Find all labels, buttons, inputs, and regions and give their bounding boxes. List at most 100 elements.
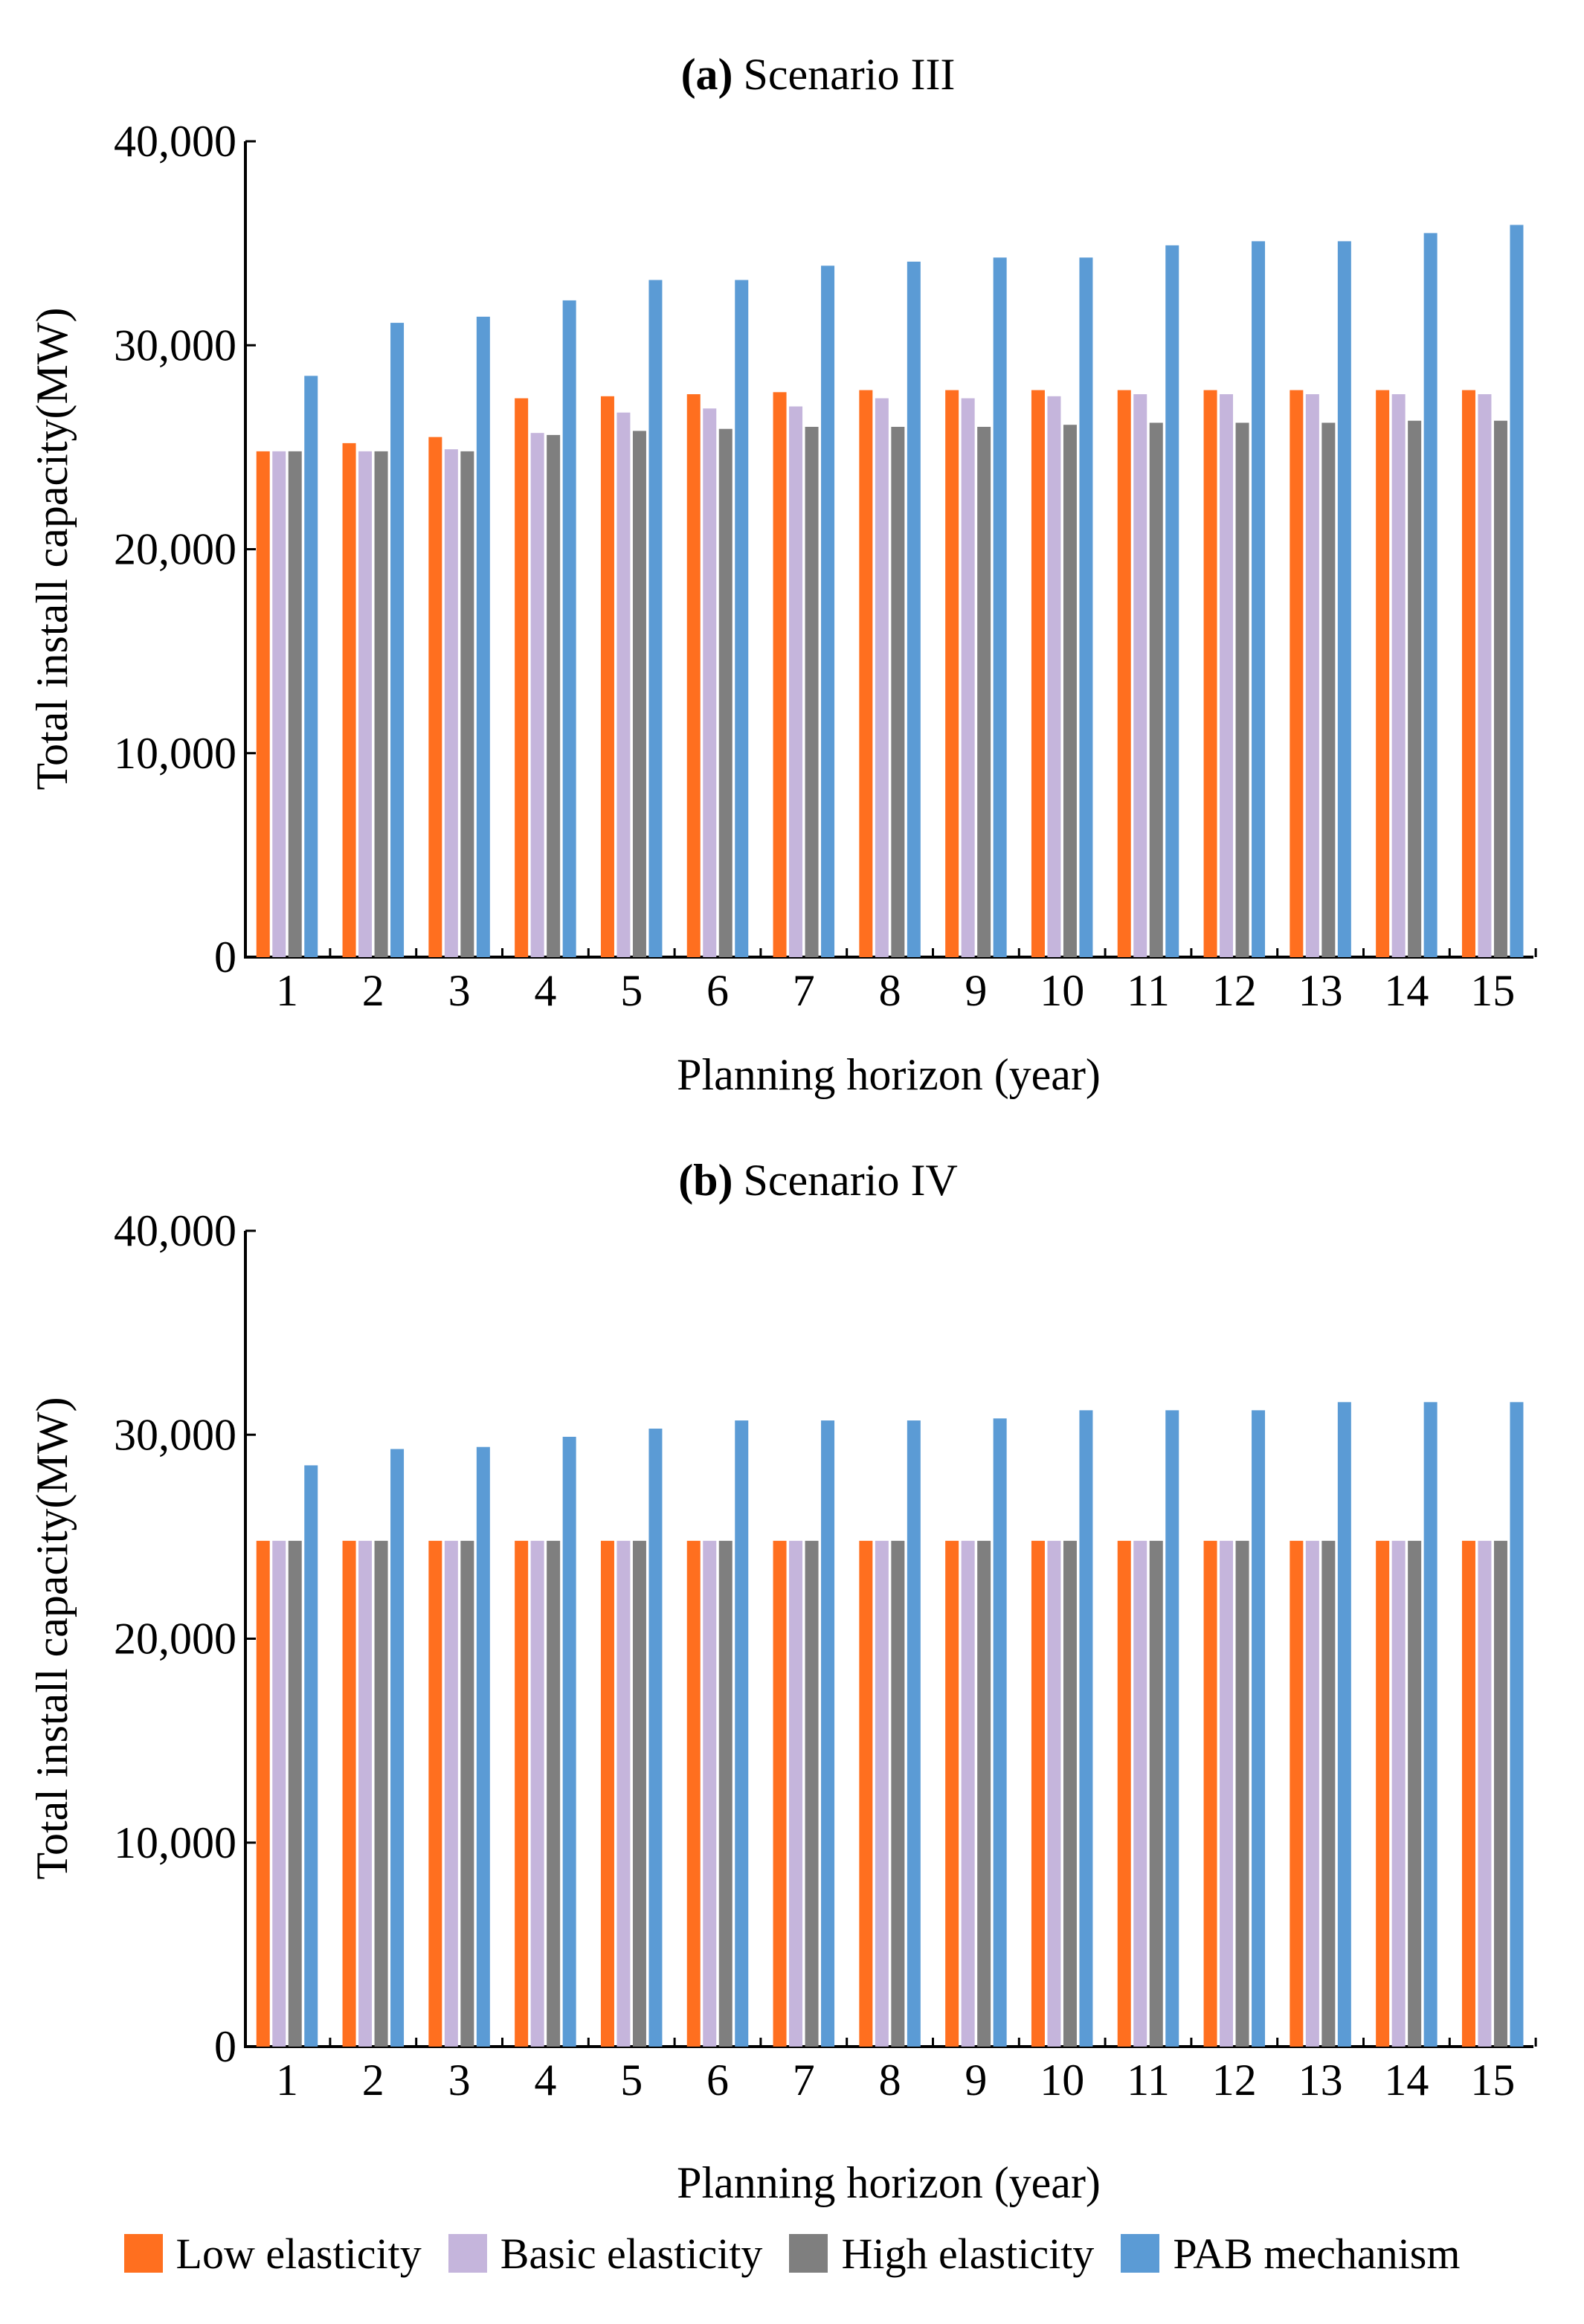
panel-b-bar-high-year-15 (1493, 1540, 1507, 2047)
panel-a: (a) Scenario III 0 10,000 20,000 30,000 40,00… (28, 50, 1537, 1099)
panel-b-bar-high-year-7 (805, 1540, 819, 2047)
panel-a-bar-pab-year-4 (562, 300, 576, 957)
panel-a-xtick-label: 1 (276, 966, 298, 1015)
panel-a-ytick-label: 0 (214, 933, 236, 982)
panel-a-bar-high-year-13 (1321, 422, 1336, 957)
panel-a-bar-basic-year-9 (961, 398, 975, 957)
panel-b-bar-low-year-12 (1203, 1540, 1217, 2047)
panel-a-bar-high-year-5 (632, 431, 646, 957)
panel-b-bar-pab-year-3 (476, 1446, 490, 2047)
panel-a-bar-high-year-10 (1063, 425, 1077, 957)
panel-a-bar-basic-year-8 (875, 398, 889, 957)
panel-a-bar-pab-year-3 (476, 316, 490, 958)
panel-a-bar-pab-year-13 (1337, 241, 1351, 957)
panel-b-xtick-label: 11 (1127, 2056, 1170, 2105)
panel-b: (b) Scenario IV 0 10,000 20,000 30,000 40,000… (28, 1156, 1537, 2207)
panel-a-bar-low-year-14 (1376, 390, 1390, 957)
panel-a-bar-pab-year-7 (821, 265, 835, 958)
panel-a-bar-basic-year-6 (703, 408, 717, 957)
panel-b-bar-high-year-9 (977, 1540, 991, 2047)
panel-a-bar-high-year-8 (891, 426, 905, 957)
panel-b-xtick-label: 3 (448, 2056, 471, 2105)
panel-a-bar-basic-year-1 (272, 451, 286, 957)
panel-b-xtick-label: 1 (276, 2056, 298, 2105)
panel-b-bar-high-year-5 (632, 1540, 646, 2047)
panel-b-xtick-label: 12 (1212, 2056, 1257, 2105)
panel-a-bar-pab-year-10 (1079, 257, 1093, 957)
panel-a-xtick-label: 7 (793, 966, 815, 1015)
panel-b-bar-high-year-13 (1321, 1540, 1336, 2047)
panel-b-ytick-label: 30,000 (114, 1410, 236, 1459)
panel-a-bar-basic-year-7 (789, 406, 803, 957)
panel-a-bar-basic-year-4 (530, 433, 544, 957)
panel-b-bar-basic-year-2 (358, 1540, 373, 2047)
panel-a-letter: (a) (681, 50, 733, 99)
panel-b-bar-high-year-4 (547, 1540, 561, 2047)
panel-b-bar-high-year-10 (1063, 1540, 1077, 2047)
panel-b-bar-pab-year-14 (1423, 1402, 1437, 2047)
panel-b-bar-basic-year-1 (272, 1540, 286, 2047)
panel-a-bar-high-year-6 (718, 428, 733, 957)
panel-a-bar-low-year-4 (515, 398, 529, 957)
legend-label-pab: PAB mechanism (1173, 2229, 1461, 2278)
panel-a-bar-high-year-14 (1408, 420, 1422, 957)
panel-b-bar-pab-year-4 (562, 1436, 576, 2047)
panel-a-bar-pab-year-5 (648, 280, 663, 957)
panel-a-bar-pab-year-11 (1165, 245, 1179, 957)
panel-b-xtick-label: 5 (620, 2056, 643, 2105)
panel-a-y-label: Total install capacity(MW) (28, 308, 77, 791)
panel-a-xtick-label: 10 (1040, 966, 1084, 1015)
panel-b-bar-pab-year-2 (390, 1449, 405, 2047)
panel-a-bar-low-year-6 (686, 394, 701, 957)
panel-a-ytick-label: 10,000 (114, 729, 236, 778)
panel-b-bar-high-year-12 (1235, 1540, 1249, 2047)
panel-b-bar-basic-year-14 (1391, 1540, 1406, 2047)
panel-a-title: (a) Scenario III (681, 50, 956, 99)
legend-item-pab-mechanism: PAB mechanism (1121, 2229, 1460, 2279)
legend-label-high: High elasticity (841, 2229, 1095, 2278)
panel-a-bar-pab-year-6 (735, 280, 749, 957)
panel-a-bar-pab-year-1 (304, 376, 318, 957)
panel-b-bar-high-year-1 (288, 1540, 302, 2047)
panel-b-bar-basic-year-8 (875, 1540, 889, 2047)
panel-a-bar-basic-year-2 (358, 451, 373, 957)
panel-a-bar-low-year-15 (1461, 390, 1475, 957)
panel-b-ytick-label: 0 (214, 2022, 236, 2071)
panel-a-bar-basic-year-14 (1391, 394, 1406, 957)
panel-a-xtick-label: 9 (965, 966, 987, 1015)
panel-a-ytick-label: 20,000 (114, 525, 236, 574)
panel-a-bar-basic-year-10 (1047, 396, 1061, 957)
panel-a-bar-basic-year-12 (1220, 394, 1234, 957)
panel-b-bar-pab-year-7 (821, 1420, 835, 2047)
panel-b-bar-pab-year-5 (648, 1429, 663, 2047)
panel-b-bar-basic-year-7 (789, 1540, 803, 2047)
panel-b-bar-low-year-6 (686, 1540, 701, 2047)
legend-swatch-low (123, 2234, 163, 2273)
panel-a-xtick-label: 5 (620, 966, 643, 1015)
panel-a-bar-pab-year-8 (907, 261, 921, 957)
panel-b-bar-low-year-14 (1376, 1540, 1390, 2047)
panel-a-bar-low-year-2 (342, 442, 356, 957)
panel-b-xtick-label: 2 (362, 2056, 384, 2105)
panel-b-bar-high-year-14 (1408, 1540, 1422, 2047)
panel-a-bar-basic-year-11 (1133, 394, 1147, 957)
panel-a-bar-low-year-3 (428, 437, 442, 957)
panel-b-bar-pab-year-1 (304, 1465, 318, 2047)
panel-b-bar-low-year-11 (1117, 1540, 1131, 2047)
panel-b-bar-basic-year-4 (530, 1540, 544, 2047)
panel-b-bar-basic-year-11 (1133, 1540, 1147, 2047)
panel-a-bar-high-year-4 (547, 434, 561, 957)
panel-b-xtick-label: 8 (879, 2056, 901, 2105)
legend-swatch-pab (1121, 2234, 1160, 2273)
panel-b-bar-basic-year-12 (1220, 1540, 1234, 2047)
panel-a-bar-basic-year-5 (616, 412, 631, 957)
panel-a-bar-pab-year-12 (1252, 241, 1266, 957)
panel-b-bar-pab-year-15 (1510, 1402, 1524, 2047)
panel-b-bar-low-year-10 (1031, 1540, 1045, 2047)
panel-a-xtick-label: 15 (1470, 966, 1515, 1015)
panel-a-bar-high-year-12 (1235, 422, 1249, 957)
panel-a-bar-low-year-5 (600, 396, 614, 957)
panel-a-bar-low-year-8 (859, 390, 873, 957)
panel-a-bar-pab-year-15 (1510, 225, 1524, 957)
